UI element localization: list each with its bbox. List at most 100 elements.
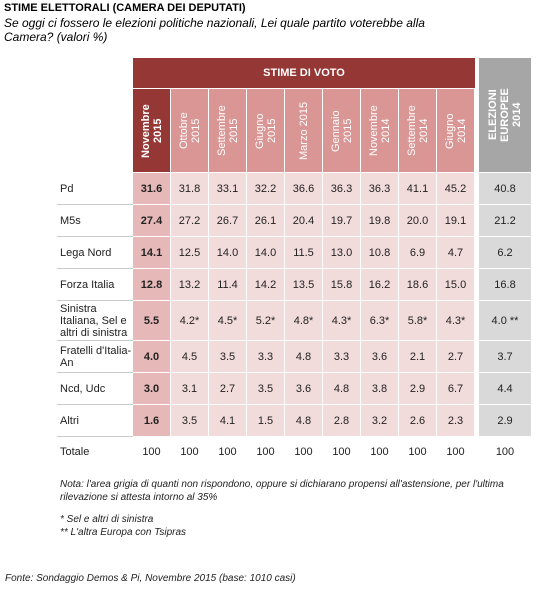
value-cell: 31.6 [133,173,170,204]
value-cell: 12.8 [133,269,170,300]
note: Nota: l'area grigia di quanti non rispon… [60,479,504,503]
column-header-cell: Settembre 2015 [209,89,246,172]
value-cell: 1.5 [247,405,284,436]
value-cell: 4.8 [285,405,322,436]
value-cell: 36.6 [285,173,322,204]
value-cell: 3.8 [361,373,398,404]
column-header: Settembre 2015 [215,105,240,156]
value-cell: 3.6 [285,373,322,404]
value-cell: 100 [323,437,360,466]
title: STIME ELETTORALI (CAMERA DEI DEPUTATI) [4,2,246,14]
value-cell: 20.0 [399,205,436,236]
value-cell: 4.8 [323,373,360,404]
column-header: Novembre 2014 [367,105,392,156]
value-cell: 27.2 [171,205,208,236]
column-header: Novembre 2015 [139,103,164,158]
value-cell: 2.6 [399,405,436,436]
value-cell: 4.4 [479,373,531,404]
value-cell: 36.3 [323,173,360,204]
value-cell: 13.0 [323,237,360,268]
value-cell: 36.3 [361,173,398,204]
row-label: Ncd, Udc [57,373,133,405]
row-label: Sinistra Italiana, Sel e altri di sinist… [57,301,133,341]
value-cell: 100 [479,437,531,466]
value-cell: 21.2 [479,205,531,236]
column-header-cell: Giugno 2015 [247,89,284,172]
footnote: ** L'altra Europa con Tsipras [60,527,187,538]
value-cell: 100 [437,437,474,466]
value-cell: 4.0 ** [479,301,531,340]
value-cell: 4.0 [133,341,170,372]
value-cell: 3.1 [171,373,208,404]
column-header: Giugno 2015 [253,112,278,149]
row-label: Fratelli d'Italia-An [57,341,133,373]
column-header-cell: Gennaio 2015 [323,89,360,172]
footnote: * Sel e altri di sinistra [60,514,154,525]
value-cell: 2.8 [323,405,360,436]
value-cell: 2.9 [399,373,436,404]
column-header-cell: Marzo 2015 [285,89,322,172]
value-cell: 6.9 [399,237,436,268]
value-cell: 6.7 [437,373,474,404]
value-cell: 3.5 [171,405,208,436]
value-cell: 100 [285,437,322,466]
value-cell: 4.8 [285,341,322,372]
value-cell: 5.5 [133,301,170,340]
column-header: Gennaio 2015 [329,109,354,152]
value-cell: 2.7 [209,373,246,404]
value-cell: 11.5 [285,237,322,268]
column-header: ELEZIONI EUROPEE 2014 [487,88,523,142]
value-cell: 2.1 [399,341,436,372]
value-cell: 100 [247,437,284,466]
value-cell: 14.0 [247,237,284,268]
value-cell: 4.8* [285,301,322,340]
value-cell: 4.7 [437,237,474,268]
value-cell: 12.5 [171,237,208,268]
value-cell: 1.6 [133,405,170,436]
column-header-cell: Novembre 2014 [361,89,398,172]
value-cell: 2.9 [479,405,531,436]
column-header-cell: Settembre 2014 [399,89,436,172]
value-cell: 14.2 [247,269,284,300]
value-cell: 4.5 [171,341,208,372]
column-header: Marzo 2015 [297,101,310,160]
value-cell: 3.7 [479,341,531,372]
value-cell: 18.6 [399,269,436,300]
column-header: Settembre 2014 [405,105,430,156]
value-cell: 20.4 [285,205,322,236]
value-cell: 3.3 [323,341,360,372]
value-cell: 5.2* [247,301,284,340]
value-cell: 27.4 [133,205,170,236]
value-cell: 4.2* [171,301,208,340]
value-cell: 40.8 [479,173,531,204]
row-label: M5s [57,205,133,237]
row-label: Pd [57,173,133,205]
row-label: Lega Nord [57,237,133,269]
value-cell: 15.8 [323,269,360,300]
column-header-cell: Giugno 2014 [437,89,474,172]
value-cell: 16.8 [479,269,531,300]
value-cell: 100 [361,437,398,466]
row-label: Forza Italia [57,269,133,301]
value-cell: 32.2 [247,173,284,204]
value-cell: 100 [399,437,436,466]
value-cell: 15.0 [437,269,474,300]
column-header: Ottobre 2015 [177,112,202,149]
value-cell: 13.2 [171,269,208,300]
value-cell: 3.5 [247,373,284,404]
column-header: Giugno 2014 [443,112,468,149]
value-cell: 41.1 [399,173,436,204]
row-label: Altri [57,405,133,437]
row-label: Totale [60,446,90,458]
value-cell: 3.5 [209,341,246,372]
value-cell: 3.6 [361,341,398,372]
value-cell: 45.2 [437,173,474,204]
value-cell: 19.8 [361,205,398,236]
column-header-cell: Novembre 2015 [133,89,170,172]
value-cell: 16.2 [361,269,398,300]
value-cell: 3.2 [361,405,398,436]
value-cell: 3.0 [133,373,170,404]
value-cell: 2.7 [437,341,474,372]
value-cell: 10.8 [361,237,398,268]
